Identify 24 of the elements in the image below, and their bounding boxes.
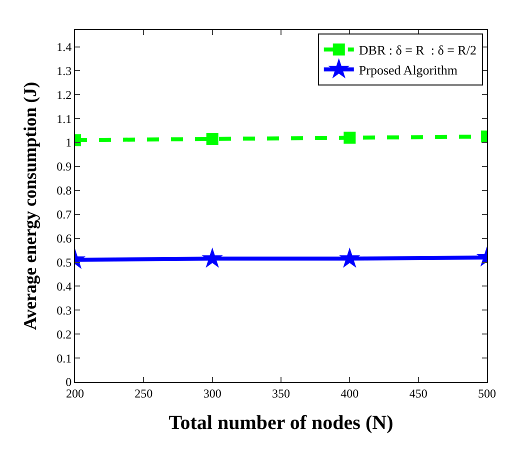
x-tick-label: 400	[340, 386, 359, 400]
legend-label: DBR : δ = R : δ = R/2	[358, 42, 476, 58]
y-tick-label: 0.7	[56, 208, 72, 222]
x-tick-label: 250	[134, 386, 153, 400]
y-tick-label: 1	[66, 136, 72, 150]
x-tick-label: 500	[478, 386, 496, 400]
legend-label: Prposed Algorithm	[358, 62, 458, 78]
y-tick-label: 0.2	[56, 327, 72, 342]
y-axis-title: Average energy consumption (J)	[20, 82, 40, 330]
y-tick-label: 0.6	[56, 232, 72, 246]
y-tick-label: 0.3	[56, 303, 72, 318]
y-tick-label: 0.8	[56, 184, 72, 198]
y-tick-label: 0.5	[56, 255, 72, 270]
y-tick-label: 0.4	[56, 279, 72, 294]
x-axis-title: Total number of nodes (N)	[168, 412, 394, 434]
x-tick-label: 350	[272, 386, 290, 400]
x-tick-label: 300	[203, 386, 222, 400]
y-tick-label: 0.1	[56, 351, 72, 366]
y-tick-label: 0.9	[56, 160, 72, 174]
x-tick-label: 450	[409, 386, 428, 400]
y-tick-label: 1.3	[56, 64, 72, 78]
y-tick-label: 1.2	[56, 88, 72, 102]
y-tick-label: 1.4	[56, 40, 72, 54]
y-tick-label: 1.1	[56, 112, 72, 126]
